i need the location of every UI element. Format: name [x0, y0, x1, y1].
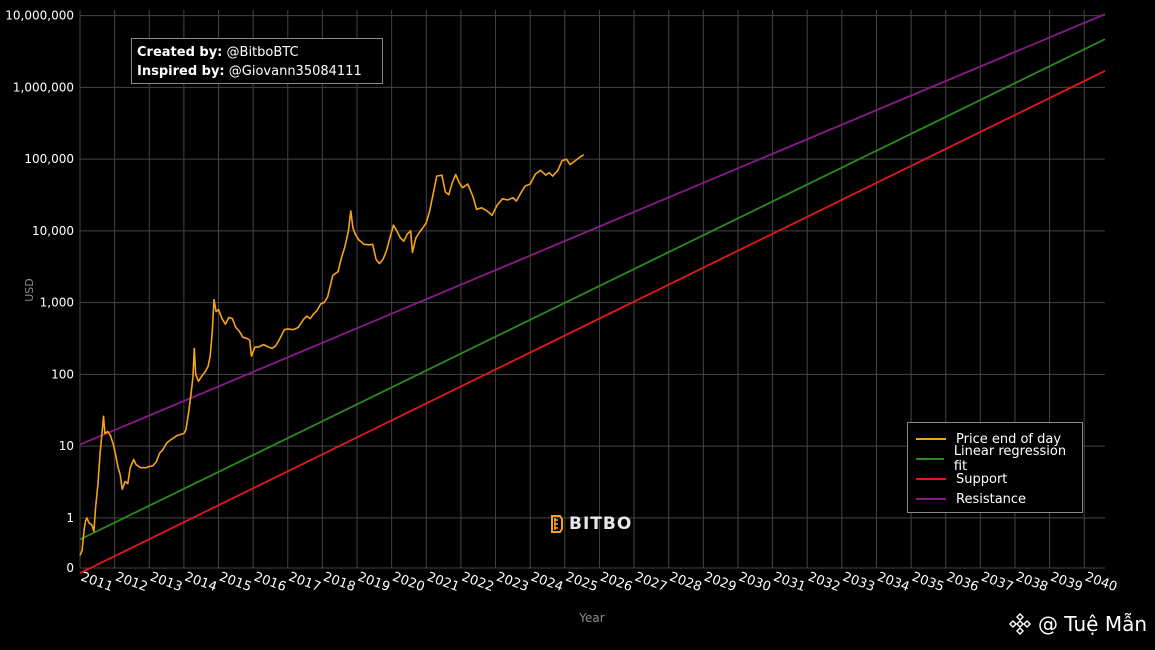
- credits-box: Created by: @BitboBTC Inspired by: @Giov…: [131, 38, 383, 84]
- y-tick-label-3: 100: [51, 367, 74, 381]
- legend-item-resistance[interactable]: Resistance: [916, 489, 1074, 509]
- x-tick-label-5: 2016: [252, 570, 288, 595]
- series-line-0: [79, 154, 585, 556]
- x-axis-tick-labels: 2011201220132014201520162017201820192020…: [79, 570, 1119, 595]
- y-tick-label-8: 10,000,000: [5, 9, 74, 23]
- legend-item-price[interactable]: Price end of day: [916, 429, 1074, 449]
- inspired-by-label: Inspired by:: [137, 64, 225, 79]
- legend-swatch-price: [916, 438, 946, 440]
- y-tick-label-2: 10: [59, 439, 74, 453]
- y-axis-tick-labels: 0 1 10 100 1,000 10,000 100,000 1,000,000 10,000…: [5, 9, 74, 575]
- bitbo-logo-icon: [551, 515, 563, 533]
- binance-diamond-icon: [1008, 613, 1031, 635]
- inspired-by-value: @Giovann35084111: [228, 64, 362, 79]
- x-tick-label-17: 2028: [667, 570, 703, 595]
- x-tick-label-0: 2011: [79, 570, 115, 595]
- x-tick-label-25: 2036: [944, 570, 980, 595]
- author-text: @ Tuệ Mẫn: [1037, 612, 1147, 636]
- created-by-label: Created by:: [137, 45, 223, 60]
- x-tick-label-4: 2015: [217, 570, 253, 595]
- x-tick-label-18: 2029: [702, 570, 738, 595]
- legend-label-support: Support: [956, 471, 1008, 487]
- y-tick-label-1: 1: [66, 511, 74, 525]
- series-line-1: [79, 38, 1106, 541]
- chart-legend: Price end of day Linear regression fit S…: [907, 422, 1083, 513]
- y-tick-label-7: 1,000,000: [13, 80, 74, 94]
- series-lines: [79, 13, 1106, 574]
- series-line-2: [79, 70, 1106, 574]
- y-tick-label-6: 100,000: [24, 152, 74, 166]
- x-tick-label-23: 2034: [875, 570, 911, 595]
- y-tick-label-0: 0: [66, 561, 74, 575]
- x-tick-label-20: 2031: [771, 570, 807, 595]
- x-tick-label-19: 2030: [737, 570, 773, 595]
- series-line-3: [79, 13, 1106, 446]
- x-tick-label-1: 2012: [113, 570, 149, 595]
- legend-swatch-resistance: [916, 498, 946, 500]
- x-tick-label-24: 2035: [910, 570, 946, 595]
- x-tick-label-14: 2025: [563, 570, 599, 595]
- x-tick-label-13: 2024: [529, 570, 565, 595]
- author-watermark: @ Tuệ Mẫn: [1008, 612, 1147, 636]
- legend-label-resistance: Resistance: [956, 491, 1027, 507]
- bitbo-watermark: BITBO: [549, 514, 632, 534]
- y-tick-label-4: 1,000: [40, 296, 74, 310]
- legend-label-regression: Linear regression fit: [953, 444, 1067, 474]
- x-tick-label-22: 2033: [840, 570, 876, 595]
- x-tick-label-12: 2023: [494, 570, 530, 595]
- legend-item-regression[interactable]: Linear regression fit: [916, 444, 1074, 474]
- y-tick-label-5: 10,000: [32, 224, 74, 238]
- x-tick-label-6: 2017: [286, 570, 322, 595]
- x-tick-label-16: 2027: [633, 570, 669, 595]
- x-tick-label-27: 2038: [1014, 570, 1050, 595]
- x-tick-label-26: 2037: [979, 570, 1015, 595]
- x-tick-label-3: 2014: [183, 570, 219, 595]
- inspired-by-line: Inspired by: @Giovann35084111: [137, 62, 377, 81]
- x-tick-label-15: 2026: [598, 570, 634, 595]
- x-tick-label-21: 2032: [806, 570, 842, 595]
- legend-label-price: Price end of day: [956, 431, 1062, 447]
- created-by-value: @BitboBTC: [226, 45, 299, 60]
- legend-item-support[interactable]: Support: [916, 469, 1074, 489]
- x-tick-label-9: 2020: [390, 570, 426, 595]
- x-tick-label-11: 2022: [460, 570, 496, 595]
- created-by-line: Created by: @BitboBTC: [137, 43, 377, 62]
- watermark-text: BITBO: [569, 514, 633, 534]
- x-tick-label-28: 2039: [1048, 570, 1084, 595]
- x-tick-label-29: 2040: [1083, 570, 1119, 595]
- x-tick-label-10: 2021: [425, 570, 461, 595]
- legend-swatch-support: [916, 478, 946, 480]
- x-tick-label-2: 2013: [148, 570, 184, 595]
- y-axis-label: USD: [23, 278, 36, 302]
- x-tick-label-8: 2019: [356, 570, 392, 595]
- x-tick-label-7: 2018: [321, 570, 357, 595]
- x-axis-label: Year: [578, 611, 604, 625]
- legend-swatch-regression: [916, 458, 944, 460]
